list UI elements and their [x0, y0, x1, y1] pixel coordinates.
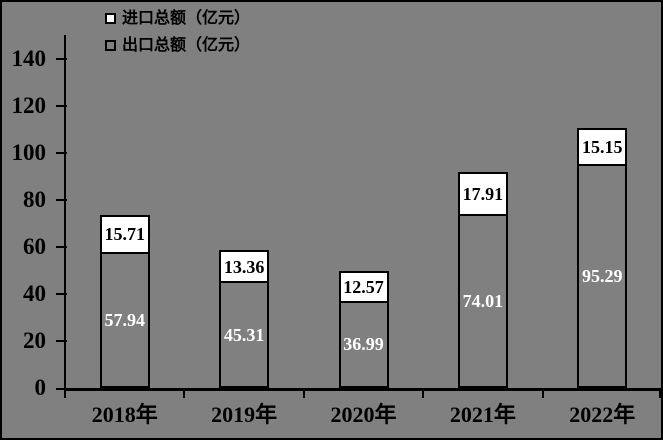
bar-segment-import	[457, 171, 508, 216]
x-axis-category-label: 2018年	[91, 402, 158, 427]
bar-segment-import	[577, 128, 628, 166]
x-axis-tick	[659, 388, 661, 398]
bar-value-export: 95.29	[582, 265, 623, 286]
x-axis-tick	[64, 388, 66, 398]
x-axis-category-label: 2021年	[449, 402, 516, 427]
y-axis-tick	[56, 199, 67, 202]
y-axis-tick-label: 40	[23, 280, 46, 306]
y-axis-tick	[56, 293, 67, 296]
legend-label-export: 出口总额（亿元）	[122, 36, 251, 54]
legend-swatch-export	[105, 40, 116, 51]
x-axis-category-label: 2022年	[569, 402, 636, 427]
y-axis-tick-label: 100	[11, 139, 47, 165]
y-axis-tick-label: 80	[23, 186, 46, 212]
y-axis-tick	[56, 105, 67, 108]
y-axis-tick	[56, 152, 67, 155]
bar-value-import: 17.91	[462, 183, 504, 204]
y-axis-tick	[56, 246, 67, 249]
bar-value-import: 12.57	[343, 277, 384, 298]
y-axis-tick-label: 60	[23, 233, 46, 259]
y-axis-tick-label: 120	[11, 92, 47, 118]
x-axis-category-label: 2019年	[211, 402, 278, 427]
bar-segment-export	[99, 251, 150, 388]
bar-segment-import	[99, 214, 150, 254]
x-axis-category-label: 2020年	[330, 402, 397, 427]
bar-segment-import	[338, 271, 389, 303]
x-axis-tick	[183, 388, 186, 398]
legend: 进口总额（亿元） 出口总额（亿元）	[105, 5, 250, 59]
legend-label-import: 进口总额（亿元）	[122, 9, 251, 27]
bar-value-export: 36.99	[343, 334, 384, 355]
y-axis-tick-label: 140	[11, 45, 47, 71]
bar-segment-export	[577, 163, 628, 388]
y-axis-line	[64, 35, 66, 391]
bar-value-import: 13.36	[223, 256, 265, 277]
x-axis-tick	[302, 388, 305, 398]
y-axis-tick	[56, 340, 67, 343]
bar-value-export: 57.94	[104, 309, 145, 330]
legend-item-export: 出口总额（亿元）	[105, 32, 250, 59]
bar-segment-import	[219, 249, 270, 284]
bar-value-export: 74.01	[462, 290, 504, 311]
y-axis-tick	[56, 58, 67, 61]
x-axis-line	[64, 388, 661, 391]
legend-item-import: 进口总额（亿元）	[105, 5, 250, 32]
bar-value-export: 45.31	[223, 324, 265, 345]
y-axis-tick-label: 0	[34, 375, 47, 400]
bar-segment-export	[338, 300, 389, 388]
bar-value-import: 15.15	[582, 136, 623, 157]
x-axis-tick	[422, 388, 425, 398]
y-axis-tick	[56, 387, 67, 390]
bar-value-import: 15.71	[104, 224, 145, 245]
y-axis-tick-label: 20	[23, 327, 46, 353]
legend-swatch-import	[105, 13, 116, 24]
x-axis-tick	[541, 388, 544, 398]
bar-segment-export	[457, 213, 508, 388]
